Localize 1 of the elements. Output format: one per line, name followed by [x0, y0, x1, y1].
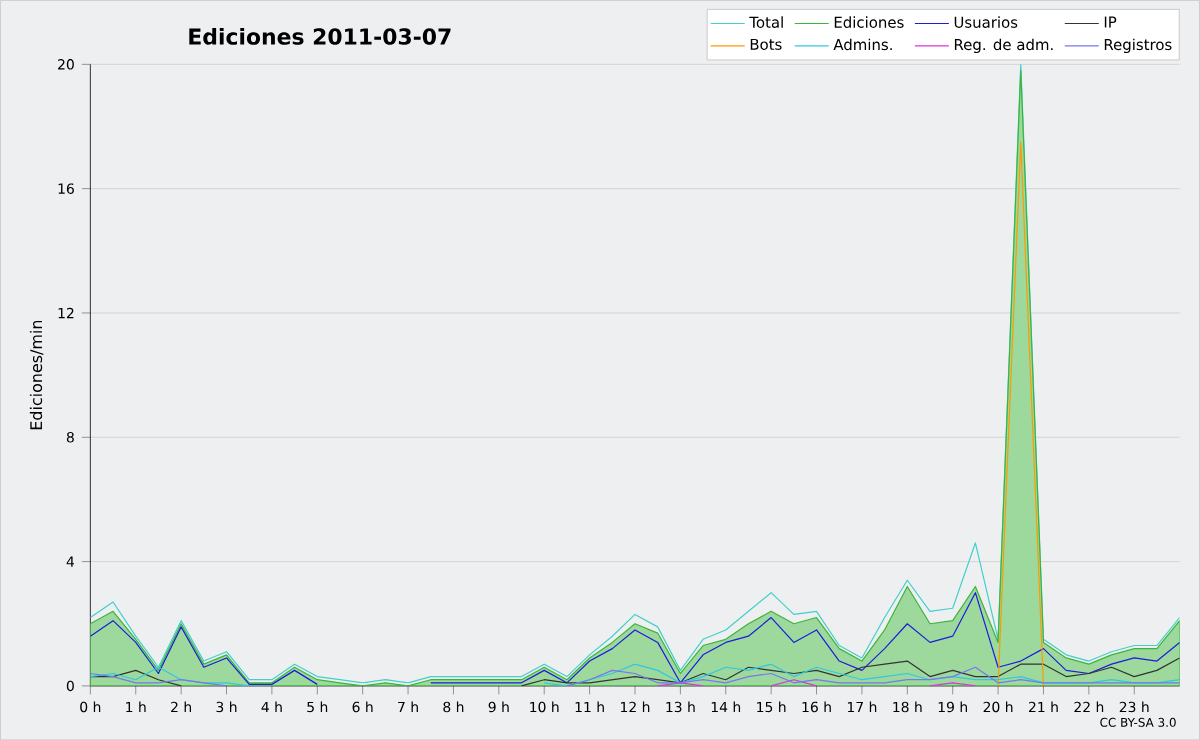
chart-title: Ediciones 2011-03-07 [189, 27, 451, 45]
